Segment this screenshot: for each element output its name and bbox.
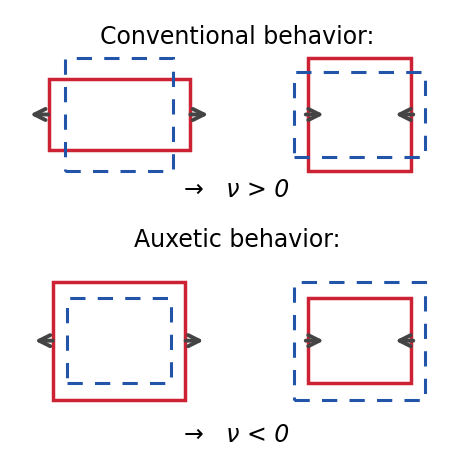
Text: Auxetic behavior:: Auxetic behavior: [134, 228, 340, 252]
FancyBboxPatch shape [53, 282, 185, 400]
FancyBboxPatch shape [308, 298, 411, 383]
FancyBboxPatch shape [48, 79, 190, 150]
Text: →   ν > 0: → ν > 0 [184, 178, 290, 202]
Text: →   ν < 0: → ν < 0 [184, 423, 290, 447]
Text: Conventional behavior:: Conventional behavior: [100, 25, 374, 49]
FancyBboxPatch shape [308, 58, 411, 171]
